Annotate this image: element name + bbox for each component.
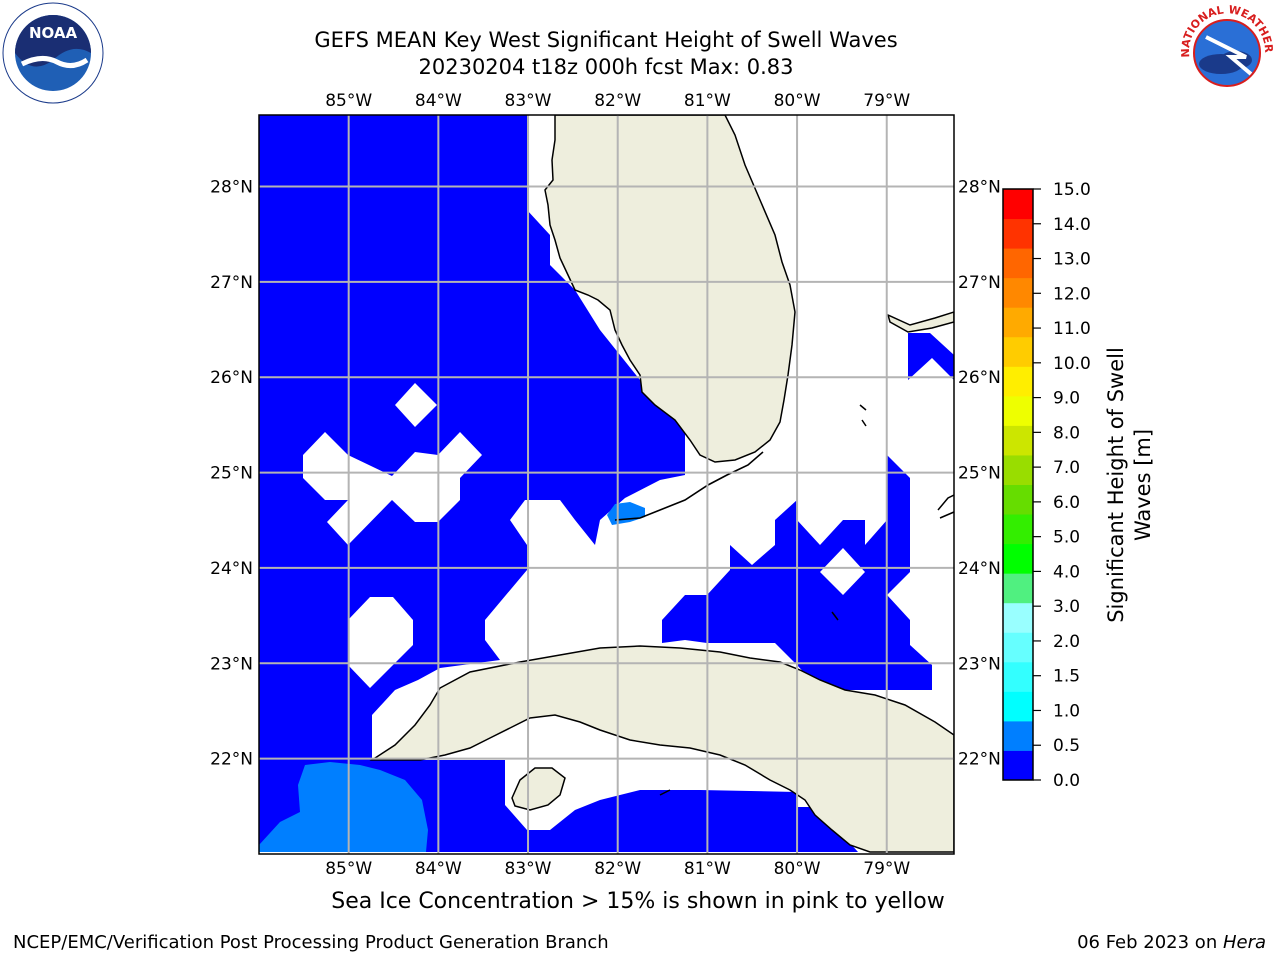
colorbar-bin	[1003, 454, 1033, 485]
lon-label-top: 85°W	[325, 91, 372, 111]
lon-label-bottom: 84°W	[415, 859, 462, 879]
colorbar-bin	[1003, 661, 1033, 692]
land-florida	[544, 115, 796, 463]
colorbar-bin	[1003, 720, 1033, 751]
lat-label-left: 28°N	[210, 178, 253, 198]
lat-label-left: 22°N	[210, 750, 253, 770]
colorbar-bin	[1003, 691, 1033, 722]
lon-label-bottom: 83°W	[505, 859, 552, 879]
footer-date: 06 Feb 2023 on Hera	[1077, 932, 1266, 953]
colorbar-bin	[1003, 484, 1033, 515]
colorbar-tick-label: 12.0	[1053, 284, 1091, 304]
colorbar-tick-label: 0.0	[1053, 771, 1080, 791]
colorbar-tick-label: 9.0	[1053, 389, 1080, 409]
colorbar-tick-label: 1.5	[1053, 667, 1080, 687]
colorbar-tick-label: 14.0	[1053, 215, 1091, 235]
colorbar-label-line1: Significant Height of Swell	[1104, 347, 1128, 623]
colorbar-bin	[1003, 425, 1033, 456]
lat-label-left: 23°N	[210, 654, 253, 674]
colorbar-bin	[1003, 573, 1033, 604]
colorbar-tick-label: 7.0	[1053, 458, 1080, 478]
colorbar-tick-label: 13.0	[1053, 250, 1091, 270]
lat-label-left: 26°N	[210, 368, 253, 388]
colorbar-frame	[1002, 188, 1034, 781]
colorbar-bin	[1003, 277, 1033, 308]
colorbar-bin	[1003, 189, 1033, 220]
colorbar-bin	[1003, 514, 1033, 545]
lat-label-left: 27°N	[210, 273, 253, 293]
lat-label-right: 26°N	[958, 368, 1001, 388]
lat-label-left: 24°N	[210, 559, 253, 579]
lat-label-left: 25°N	[210, 464, 253, 484]
footer-host: Hera	[1222, 932, 1266, 953]
colorbar-bin	[1003, 395, 1033, 426]
lon-label-top: 80°W	[774, 91, 821, 111]
colorbar-bin	[1003, 602, 1033, 633]
land-grand-bahama	[886, 311, 954, 333]
lon-label-bottom: 82°W	[594, 859, 641, 879]
colorbar-bin	[1003, 336, 1033, 367]
swell-field-bahamas	[908, 333, 954, 380]
nws-logo: NATIONAL WEATHER SERVICE	[1176, 2, 1276, 102]
footer-branch: NCEP/EMC/Verification Post Processing Pr…	[13, 932, 609, 953]
colorbar-bin	[1003, 543, 1033, 574]
colorbar-tick-label: 11.0	[1053, 319, 1091, 339]
svg-text:NOAA: NOAA	[29, 24, 78, 42]
colorbar-label-line2: Waves [m]	[1131, 429, 1155, 541]
map-panel	[259, 115, 954, 854]
lon-label-top: 79°W	[863, 91, 910, 111]
coast-florida-keys	[614, 451, 764, 521]
colorbar-tick-label: 3.0	[1053, 597, 1080, 617]
land-cuba	[369, 645, 954, 853]
colorbar-bin	[1003, 307, 1033, 338]
colorbar-tick-label: 10.0	[1053, 354, 1091, 374]
lon-label-top: 84°W	[415, 91, 462, 111]
lon-label-top: 82°W	[594, 91, 641, 111]
lat-label-right: 27°N	[958, 273, 1001, 293]
colorbar-tick-label: 4.0	[1053, 562, 1080, 582]
lat-label-right: 24°N	[958, 559, 1001, 579]
swell-gap-3	[348, 597, 413, 688]
colorbar-bin	[1003, 248, 1033, 279]
colorbar-tick-label: 5.0	[1053, 528, 1080, 548]
lon-label-bottom: 80°W	[774, 859, 821, 879]
land-small-cays	[659, 404, 867, 796]
colorbar-bin	[1003, 750, 1033, 781]
lat-label-right: 23°N	[958, 654, 1001, 674]
lon-label-top: 81°W	[684, 91, 731, 111]
land-andros	[937, 494, 954, 519]
sea-ice-note: Sea Ice Concentration > 15% is shown in …	[331, 889, 945, 914]
colorbar-bin	[1003, 218, 1033, 249]
chart-title-line2: 20230204 t18z 000h fcst Max: 0.83	[418, 55, 794, 79]
colorbar-tick-label: 6.0	[1053, 493, 1080, 513]
map-axis-labels: 85°W 85°W 84°W 84°W 83°W 83°W 82°W 82°W 81°W 81°W…	[210, 91, 1001, 879]
chart-title-line1: GEFS MEAN Key West Significant Height of…	[314, 28, 898, 52]
swell-field-mid-1	[259, 762, 428, 852]
lon-label-top: 83°W	[505, 91, 552, 111]
footer-date-text: 06 Feb 2023 on	[1077, 932, 1223, 953]
colorbar-bin	[1003, 366, 1033, 397]
colorbar-tick-label: 0.5	[1053, 736, 1080, 756]
colorbar-tick-label: 8.0	[1053, 423, 1080, 443]
swell-gap-1	[395, 383, 437, 427]
lon-label-bottom: 85°W	[325, 859, 372, 879]
swell-gap-4	[820, 548, 865, 595]
lat-label-right: 22°N	[958, 750, 1001, 770]
colorbar-tick-label: 1.0	[1053, 701, 1080, 721]
colorbar: 15.0 14.0 13.0 12.0 11.0 10.0 9.0 8.0 7.0 6.0 5.0 4…	[1002, 180, 1091, 791]
noaa-logo: NOAA	[2, 2, 104, 104]
swell-field-gulf	[259, 115, 858, 852]
colorbar-tick-label: 2.0	[1053, 632, 1080, 652]
colorbar-tick-label: 15.0	[1053, 180, 1091, 200]
map-gridlines	[259, 115, 954, 854]
map-frame	[258, 114, 955, 855]
lon-label-bottom: 81°W	[684, 859, 731, 879]
colorbar-bin	[1003, 632, 1033, 663]
lat-label-right: 28°N	[958, 178, 1001, 198]
lon-label-bottom: 79°W	[863, 859, 910, 879]
lat-label-right: 25°N	[958, 464, 1001, 484]
